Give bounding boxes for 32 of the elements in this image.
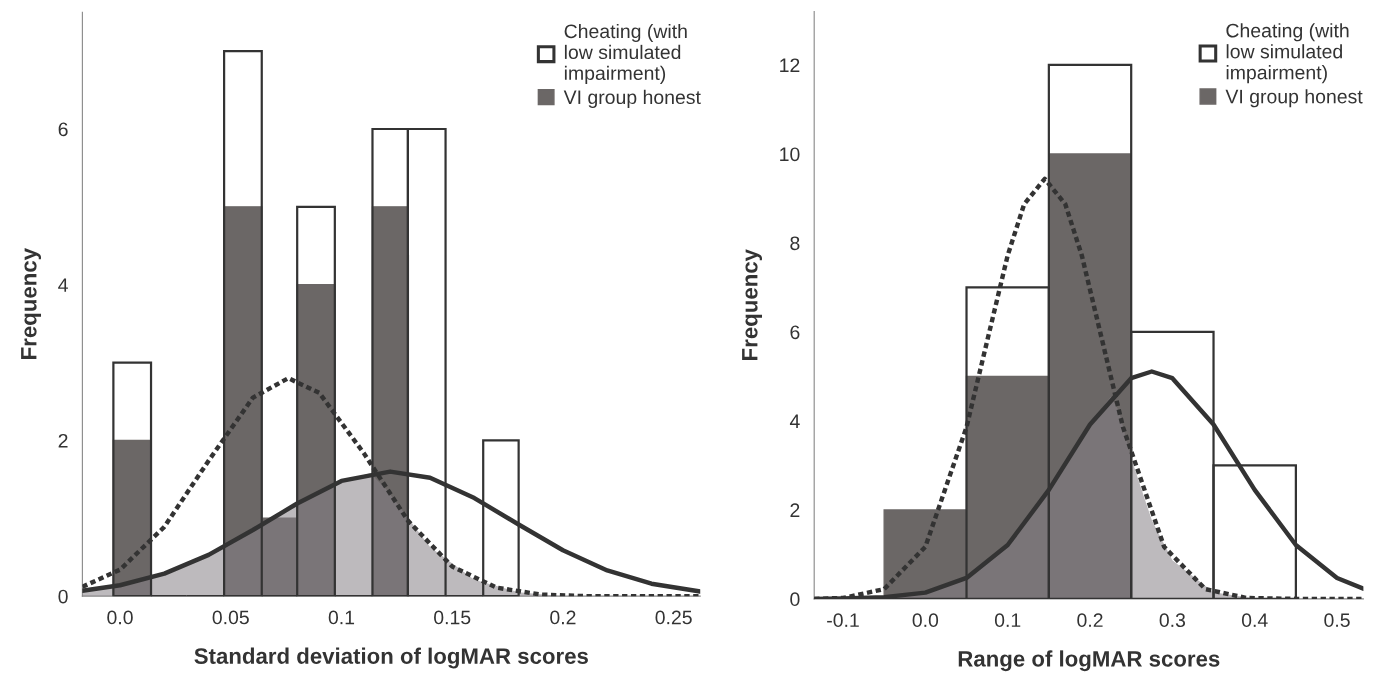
x-tick-label: -0.1 (827, 613, 859, 628)
x-tick-label: 0.15 (434, 610, 471, 625)
x-tick-label: 0.2 (550, 610, 576, 625)
legend-label: Cheating (with low simulated impairment) (1226, 23, 1349, 84)
x-tick-label: 0.0 (107, 610, 133, 625)
legend-label: Cheating (with low simulated impairment) (564, 23, 687, 84)
x-axis-title: Range of logMAR scores (958, 650, 1220, 672)
x-tick-label: 0.2 (1077, 613, 1103, 628)
x-tick-label: 0.1 (994, 613, 1021, 628)
y-tick-label: 2 (790, 503, 800, 517)
y-tick-label: 4 (789, 414, 800, 428)
x-tick-label: 0.05 (212, 610, 249, 625)
x-tick-label: 0.4 (1241, 613, 1268, 628)
y-tick-label: 8 (790, 236, 800, 251)
y-tick-label: 0 (790, 592, 800, 607)
legend-label: VI group honest (563, 89, 701, 108)
x-tick-label: 0.1 (328, 610, 355, 625)
x-tick-label: 0.3 (1159, 613, 1186, 628)
y-tick-label: 6 (58, 122, 68, 137)
y-tick-label: 0 (58, 589, 68, 604)
x-tick-label: 0.0 (912, 613, 939, 628)
x-tick-label: 0.25 (655, 610, 692, 625)
x-tick-label: 0.5 (1324, 613, 1350, 628)
y-tick-label: 10 (780, 147, 800, 162)
y-tick-label: 6 (790, 325, 800, 340)
y-tick-label: 2 (58, 433, 68, 448)
y-axis-title: Frequency (742, 249, 763, 360)
x-axis-title: Standard deviation of logMAR scores (194, 647, 588, 669)
y-tick-label: 4 (58, 278, 68, 292)
y-tick-label: 12 (780, 58, 800, 72)
legend-label: VI group honest (1225, 89, 1363, 108)
y-axis-title: Frequency (21, 248, 42, 359)
